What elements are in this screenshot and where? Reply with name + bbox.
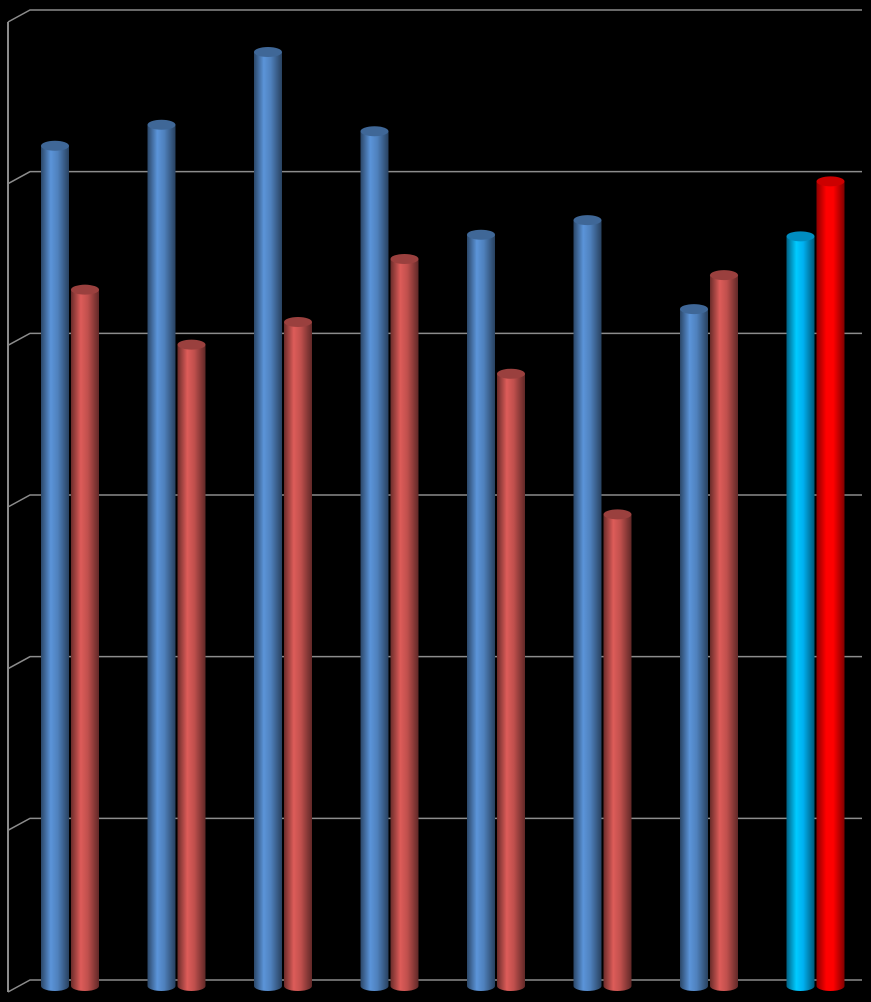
bar-body [254, 52, 282, 987]
bar-top [254, 47, 282, 58]
bar-body [360, 131, 389, 986]
bar-base [177, 981, 206, 991]
bar [786, 231, 815, 991]
bar [497, 368, 525, 991]
grid-line [7, 170, 862, 185]
bar [147, 119, 176, 991]
bar [467, 229, 495, 991]
bar-top [177, 339, 206, 350]
bar-body [284, 322, 312, 986]
bar [41, 140, 69, 991]
bar-top [41, 140, 69, 151]
bar-base [497, 981, 525, 991]
bar-body [497, 373, 525, 986]
bar [390, 253, 419, 991]
bar-body [467, 234, 495, 986]
bar [680, 304, 708, 991]
bar-body [177, 344, 206, 986]
bar-top [71, 284, 99, 295]
bar-base [390, 981, 419, 991]
bar-body [71, 289, 99, 986]
bar-base [71, 981, 99, 991]
bar-top [680, 304, 708, 315]
bar-body [680, 309, 708, 986]
bar-base [284, 981, 312, 991]
bar-base [786, 981, 815, 991]
bar-body [147, 124, 176, 987]
bar [177, 339, 206, 991]
bar-top [573, 215, 602, 226]
bar-top [786, 231, 815, 242]
bar-base [710, 981, 738, 991]
bar-body [573, 220, 602, 986]
bar-top [147, 119, 176, 130]
bar-base [254, 981, 282, 991]
bar-base [573, 981, 602, 991]
bar-base [680, 981, 708, 991]
bar-base [467, 981, 495, 991]
grid-line [7, 9, 862, 23]
bar-top [603, 509, 632, 520]
bar [254, 47, 282, 991]
bar-base [816, 981, 845, 991]
bar [360, 126, 389, 991]
bar-body [603, 514, 632, 986]
bar-base [147, 981, 176, 991]
bar-base [360, 981, 389, 991]
bar-body [390, 258, 419, 986]
bar-top [710, 270, 738, 281]
bar-body [41, 145, 69, 987]
bar-top [497, 368, 525, 379]
bar [710, 270, 738, 991]
bar [816, 176, 845, 991]
bar-body [786, 236, 815, 987]
bar [573, 215, 602, 991]
bar-body [816, 181, 845, 986]
bar-top [390, 253, 419, 264]
bar [284, 317, 312, 991]
bar [603, 509, 632, 991]
bar-base [41, 981, 69, 991]
bar-top [467, 229, 495, 240]
bar [71, 284, 99, 991]
bar-body [710, 275, 738, 987]
bar-top [816, 176, 845, 187]
bar-top [360, 126, 389, 137]
bar-base [603, 981, 632, 991]
bar-top [284, 317, 312, 328]
